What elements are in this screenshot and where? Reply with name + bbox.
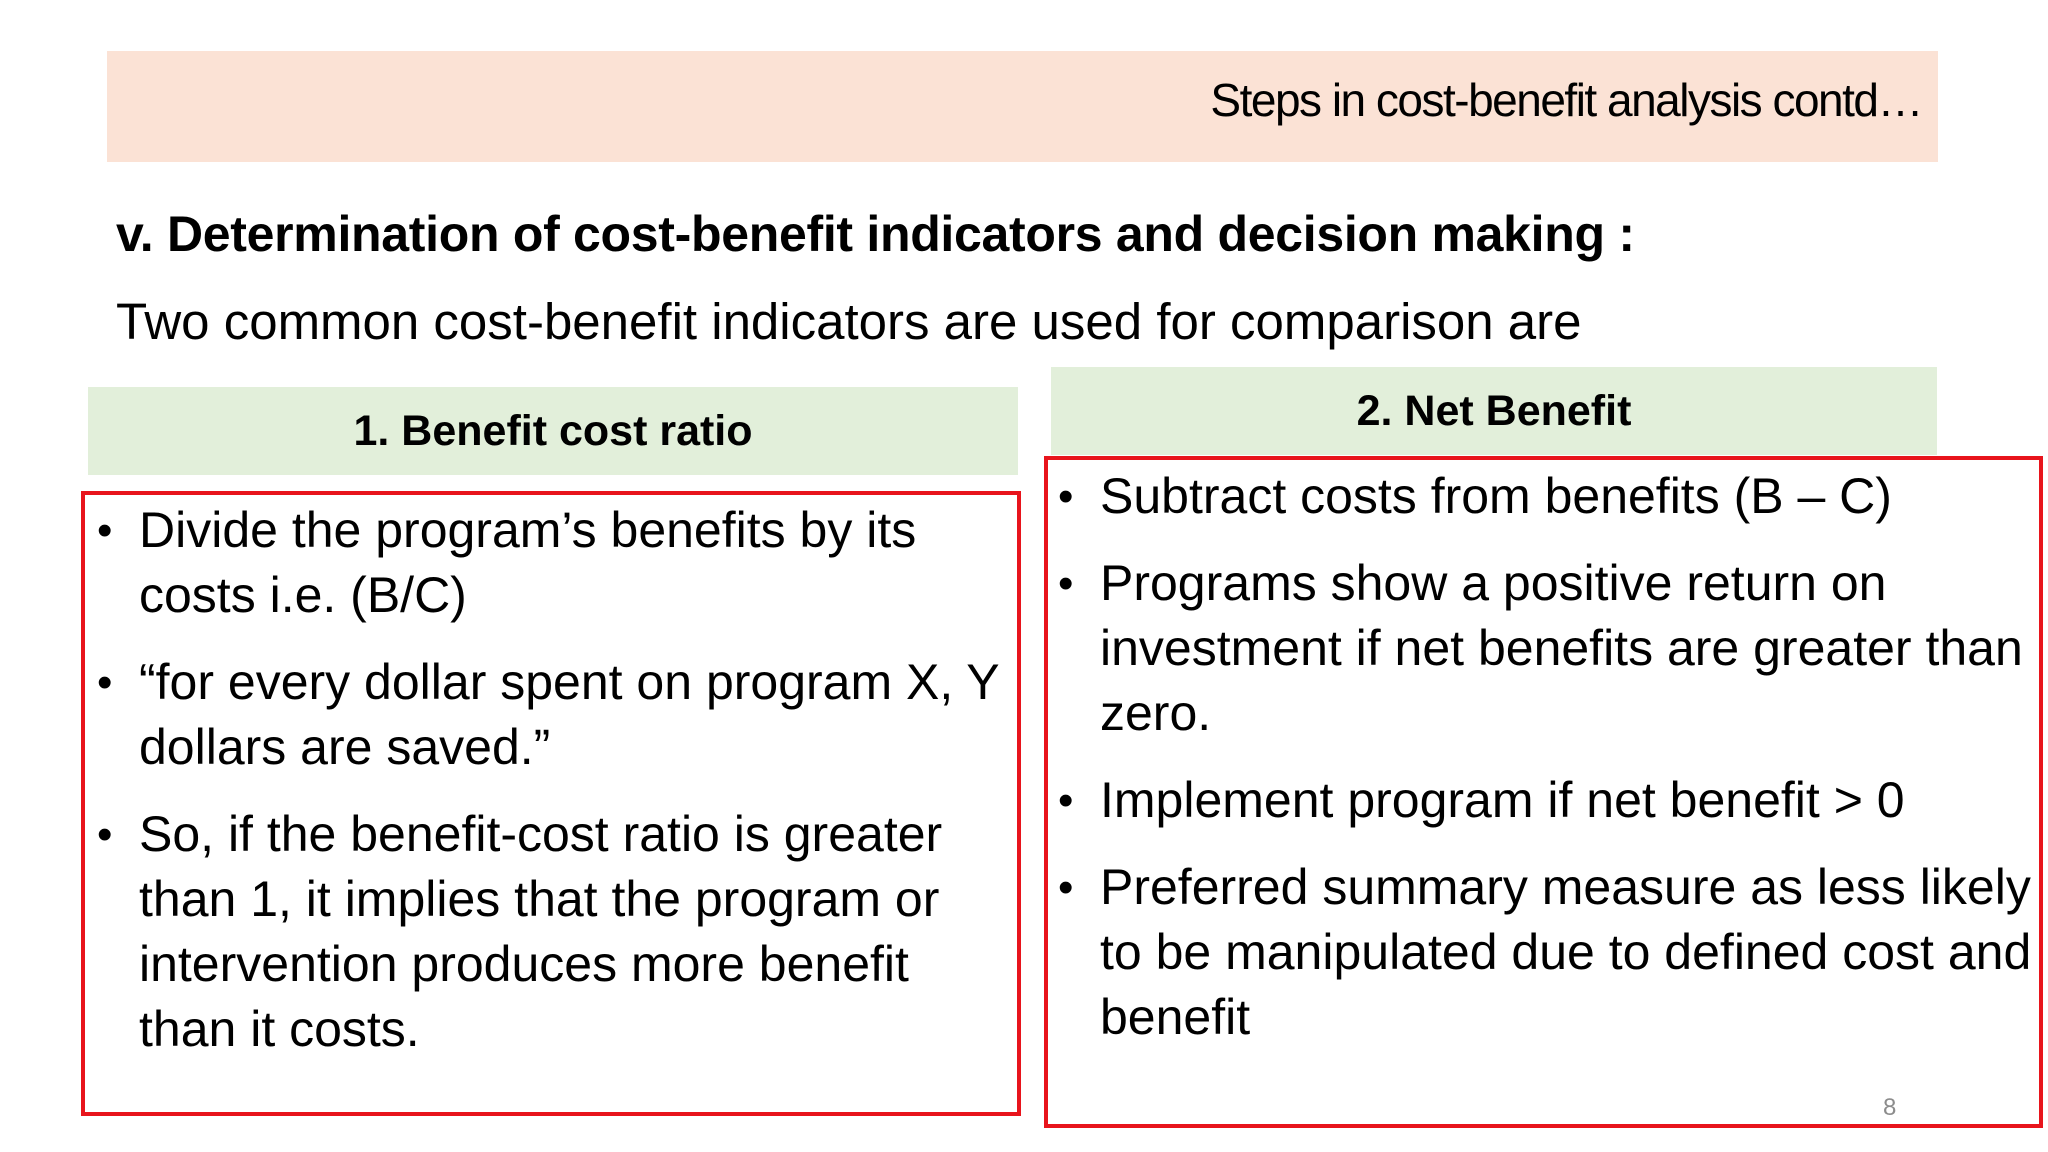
slide-header-band: Steps in cost-benefit analysis contd… bbox=[107, 51, 1938, 162]
bullet-icon: • bbox=[97, 658, 113, 707]
benefit-cost-ratio-header: 1. Benefit cost ratio bbox=[88, 387, 1018, 475]
bullet-icon: • bbox=[97, 810, 113, 859]
net-benefit-list: • Subtract costs from benefits (B – C) •… bbox=[1058, 464, 2038, 1072]
list-item-text: “for every dollar spent on program X, Y … bbox=[139, 654, 999, 775]
benefit-cost-ratio-box bbox=[81, 491, 1021, 1116]
list-item: • Preferred summary measure as less like… bbox=[1058, 855, 2038, 1050]
section-heading: v. Determination of cost-benefit indicat… bbox=[116, 206, 1635, 262]
bullet-icon: • bbox=[1058, 472, 1074, 521]
list-item-text: Implement program if net benefit > 0 bbox=[1100, 772, 1905, 828]
bullet-icon: • bbox=[1058, 776, 1074, 825]
list-item: • Implement program if net benefit > 0 bbox=[1058, 768, 2038, 833]
list-item: • Divide the program’s benefits by its c… bbox=[97, 498, 1017, 628]
list-item-text: Preferred summary measure as less likely… bbox=[1100, 859, 2032, 1045]
list-item-text: Divide the program’s benefits by its cos… bbox=[139, 502, 917, 623]
list-item: • Programs show a positive return on inv… bbox=[1058, 551, 2038, 746]
slide-title: Steps in cost-benefit analysis contd… bbox=[1210, 74, 1923, 126]
page-number: 8 bbox=[1883, 1094, 1897, 1121]
benefit-cost-ratio-list: • Divide the program’s benefits by its c… bbox=[97, 498, 1017, 1084]
list-item: • “for every dollar spent on program X, … bbox=[97, 650, 1017, 780]
list-item-text: Programs show a positive return on inves… bbox=[1100, 555, 2023, 741]
net-benefit-box bbox=[1044, 456, 2043, 1128]
bullet-icon: • bbox=[1058, 863, 1074, 912]
list-item-text: So, if the benefit-cost ratio is greater… bbox=[139, 806, 943, 1057]
bullet-icon: • bbox=[1058, 559, 1074, 608]
list-item: • Subtract costs from benefits (B – C) bbox=[1058, 464, 2038, 529]
net-benefit-header: 2. Net Benefit bbox=[1051, 367, 1937, 455]
list-item: • So, if the benefit-cost ratio is great… bbox=[97, 802, 1017, 1062]
bullet-icon: • bbox=[97, 506, 113, 555]
intro-text: Two common cost-benefit indicators are u… bbox=[116, 293, 1582, 350]
list-item-text: Subtract costs from benefits (B – C) bbox=[1100, 468, 1892, 524]
